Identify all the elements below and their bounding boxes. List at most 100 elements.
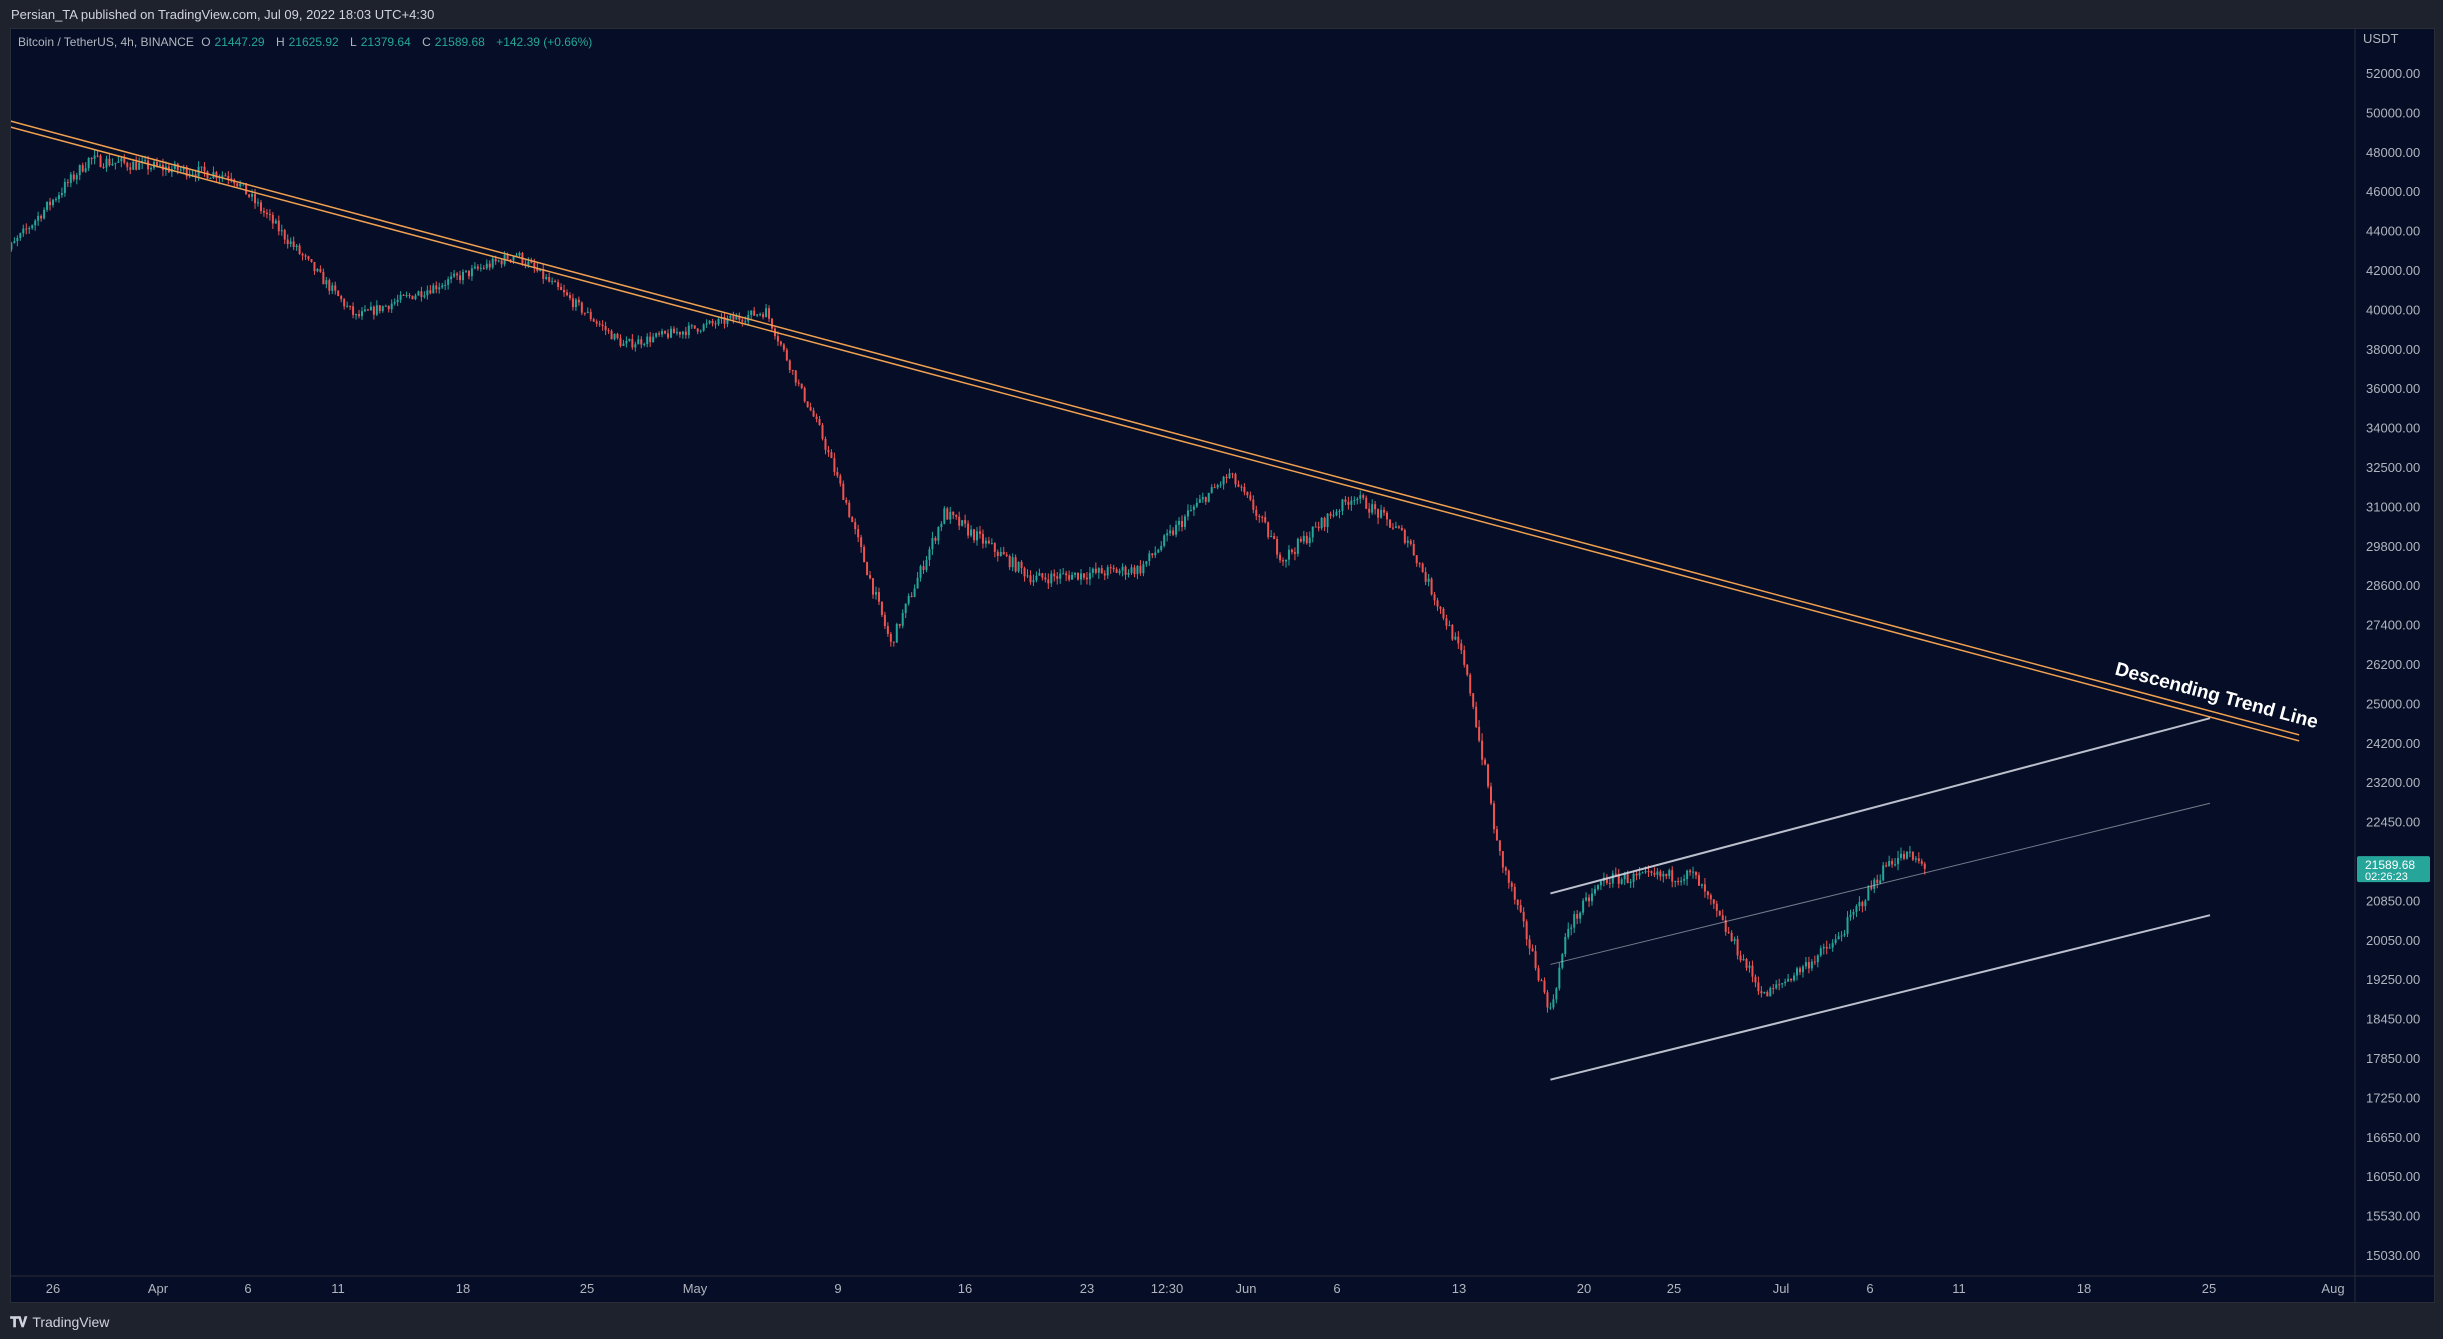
candle <box>265 208 268 219</box>
candle <box>1403 528 1406 545</box>
candle <box>1585 892 1588 902</box>
candle <box>420 286 423 302</box>
candle <box>1804 956 1807 970</box>
candle <box>1564 933 1567 957</box>
candle <box>1130 564 1133 575</box>
candle <box>435 281 438 294</box>
candle <box>1798 966 1801 976</box>
price-tick-label: 15530.00 <box>2366 1209 2420 1224</box>
candle <box>762 312 765 320</box>
candle <box>453 269 456 279</box>
candle <box>922 560 925 574</box>
candle <box>1002 546 1005 555</box>
candle <box>366 308 369 311</box>
candle <box>93 150 96 165</box>
candle <box>1397 525 1400 530</box>
candle <box>857 524 860 543</box>
candle <box>462 269 465 285</box>
candle <box>1846 911 1849 937</box>
candle <box>869 570 872 580</box>
candle <box>233 178 236 188</box>
legend-change: +142.39 (+0.66%) <box>496 35 593 49</box>
candle <box>984 537 987 548</box>
tradingview-logo[interactable]: 𝐓𝐕 TradingView <box>10 1314 109 1331</box>
price-tick-label: 24200.00 <box>2366 736 2420 751</box>
candle <box>874 586 877 600</box>
candle <box>964 514 967 528</box>
candle <box>390 299 393 314</box>
candle <box>271 212 274 229</box>
candle <box>259 199 262 214</box>
time-tick-label: 18 <box>2077 1281 2091 1296</box>
candle <box>1412 539 1415 556</box>
candle <box>1353 496 1356 505</box>
candle <box>1790 978 1793 983</box>
candle <box>182 164 185 175</box>
chart-area[interactable]: Descending Trend Line USDT 52000.00 50000.… <box>10 28 2435 1303</box>
drawings[interactable]: Descending Trend Line <box>11 113 2320 1081</box>
channel-middle-line[interactable] <box>1550 802 2211 965</box>
candle <box>1757 976 1760 995</box>
time-tick-label: 12:30 <box>1151 1281 1184 1296</box>
candle <box>1231 472 1234 479</box>
channel-lower-line[interactable] <box>1550 914 2211 1081</box>
candle <box>81 162 84 173</box>
candle <box>1822 943 1825 955</box>
candle <box>1917 852 1920 864</box>
candle <box>304 253 307 261</box>
candle <box>1249 491 1252 502</box>
price-axis-panel[interactable] <box>2355 29 2434 1302</box>
candle <box>1406 536 1409 548</box>
candle <box>1680 876 1683 886</box>
candle <box>488 260 491 271</box>
candle <box>664 330 667 335</box>
candle <box>1115 567 1118 574</box>
candle <box>610 329 613 340</box>
candle <box>880 601 883 618</box>
candle <box>1142 560 1145 577</box>
candle <box>1109 564 1112 574</box>
candle <box>1436 597 1439 611</box>
candle <box>1332 509 1335 518</box>
candle <box>658 331 661 337</box>
candle <box>16 235 19 247</box>
candle <box>325 276 328 289</box>
candle <box>607 328 610 334</box>
price-tick-label: 25000.00 <box>2366 696 2420 711</box>
candle <box>360 307 363 320</box>
candle <box>1359 490 1362 504</box>
candle <box>209 177 212 179</box>
legend-close: C 21589.68 <box>422 35 485 49</box>
candle <box>1897 850 1900 871</box>
candle <box>147 155 150 175</box>
candle <box>655 332 658 339</box>
price-tick-label: 46000.00 <box>2366 184 2420 199</box>
candle <box>1207 492 1210 503</box>
candle <box>1210 484 1213 494</box>
candle <box>1059 568 1062 584</box>
candle <box>22 224 25 237</box>
price-tick-label: 31000.00 <box>2366 499 2420 514</box>
legend-symbol[interactable]: Bitcoin / TetherUS, 4h, BINANCE <box>18 35 194 49</box>
descending-trend-line[interactable]: Descending Trend Line <box>11 113 2320 742</box>
chart-svg[interactable]: Descending Trend Line USDT 52000.00 50000.… <box>11 29 2434 1302</box>
candle <box>1579 911 1582 924</box>
candle <box>1810 959 1813 972</box>
candle <box>1481 733 1484 766</box>
candle <box>1377 508 1380 525</box>
candle <box>1094 562 1097 575</box>
candle <box>1225 474 1228 484</box>
candle <box>459 270 462 284</box>
candle <box>1305 531 1308 545</box>
candle <box>1160 540 1163 552</box>
symbol-legend[interactable]: Bitcoin / TetherUS, 4h, BINANCE O 21447.2… <box>18 35 596 49</box>
time-tick-label: 26 <box>46 1281 60 1296</box>
channel-upper-line[interactable] <box>1550 717 2211 895</box>
candle <box>28 226 31 234</box>
candle <box>313 261 316 275</box>
candle <box>1879 874 1882 885</box>
candle <box>818 416 821 426</box>
candle <box>1641 871 1644 874</box>
candle <box>901 609 904 629</box>
candle <box>1181 515 1184 532</box>
